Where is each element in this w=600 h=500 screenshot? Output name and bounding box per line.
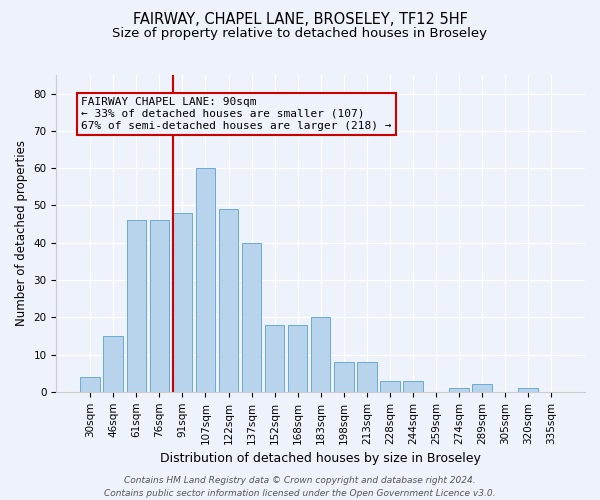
Y-axis label: Number of detached properties: Number of detached properties	[15, 140, 28, 326]
Text: Size of property relative to detached houses in Broseley: Size of property relative to detached ho…	[113, 28, 487, 40]
Bar	[265, 324, 284, 392]
Bar	[357, 362, 377, 392]
Text: FAIRWAY CHAPEL LANE: 90sqm
← 33% of detached houses are smaller (107)
67% of sem: FAIRWAY CHAPEL LANE: 90sqm ← 33% of deta…	[81, 98, 392, 130]
Bar	[103, 336, 123, 392]
Bar	[242, 242, 262, 392]
Text: FAIRWAY, CHAPEL LANE, BROSELEY, TF12 5HF: FAIRWAY, CHAPEL LANE, BROSELEY, TF12 5HF	[133, 12, 467, 28]
X-axis label: Distribution of detached houses by size in Broseley: Distribution of detached houses by size …	[160, 452, 481, 465]
Bar	[127, 220, 146, 392]
Bar	[196, 168, 215, 392]
Bar	[80, 377, 100, 392]
Bar	[311, 318, 331, 392]
Bar	[380, 380, 400, 392]
Bar	[334, 362, 353, 392]
Bar	[173, 213, 192, 392]
Bar	[449, 388, 469, 392]
Bar	[288, 324, 307, 392]
Bar	[403, 380, 422, 392]
Text: Contains HM Land Registry data © Crown copyright and database right 2024.
Contai: Contains HM Land Registry data © Crown c…	[104, 476, 496, 498]
Bar	[219, 209, 238, 392]
Bar	[518, 388, 538, 392]
Bar	[149, 220, 169, 392]
Bar	[472, 384, 492, 392]
